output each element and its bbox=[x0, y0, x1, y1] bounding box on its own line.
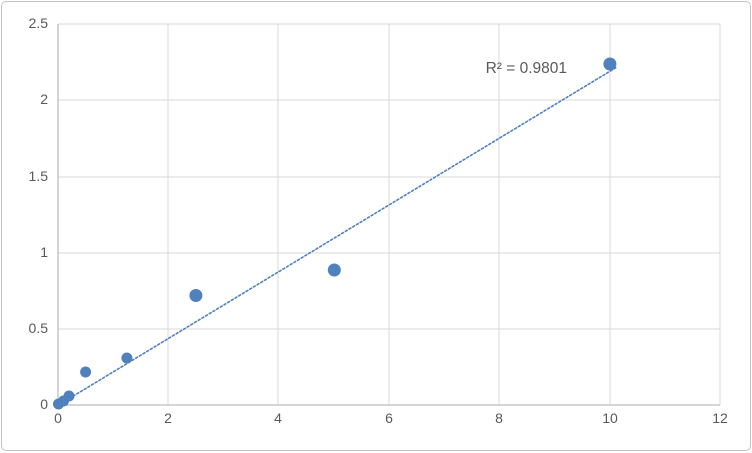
svg-text:R² = 0.9801: R² = 0.9801 bbox=[486, 60, 567, 77]
